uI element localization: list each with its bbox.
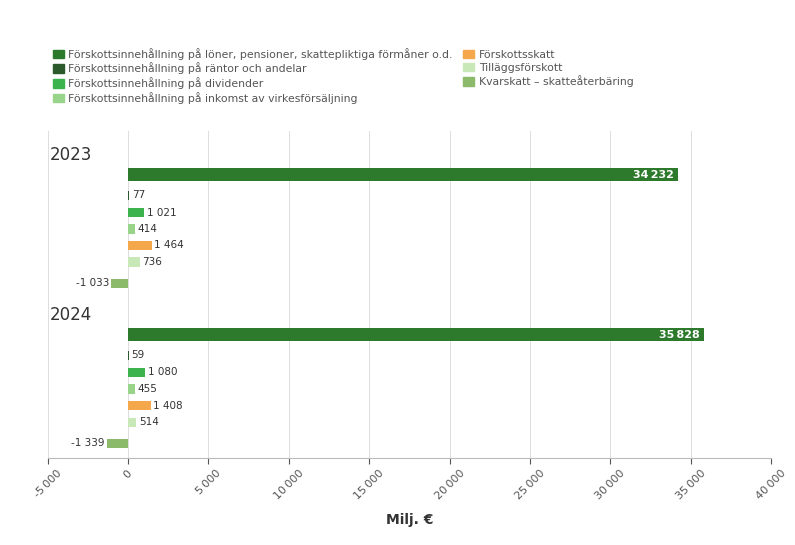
Text: 1 408: 1 408 bbox=[153, 401, 183, 410]
Bar bbox=[111, 278, 128, 288]
Text: 1 021: 1 021 bbox=[147, 208, 176, 217]
Bar bbox=[128, 208, 145, 217]
Bar bbox=[128, 350, 129, 360]
Text: 77: 77 bbox=[132, 190, 145, 201]
Bar bbox=[128, 224, 134, 234]
Text: 1 464: 1 464 bbox=[154, 240, 184, 251]
Bar bbox=[128, 401, 151, 410]
Bar bbox=[128, 384, 135, 393]
X-axis label: Milj. €: Milj. € bbox=[386, 513, 433, 527]
Text: 455: 455 bbox=[138, 384, 157, 394]
Text: 2023: 2023 bbox=[49, 146, 91, 164]
Bar bbox=[128, 257, 140, 267]
Legend: Förskottsinnehållning på löner, pensioner, skattepliktiga förmåner o.d., Förskot: Förskottsinnehållning på löner, pensione… bbox=[53, 48, 634, 104]
Text: 34 232: 34 232 bbox=[633, 169, 673, 180]
Text: 1 080: 1 080 bbox=[148, 367, 177, 377]
Text: 414: 414 bbox=[138, 224, 157, 234]
Text: 35 828: 35 828 bbox=[658, 330, 700, 340]
Text: 2024: 2024 bbox=[49, 306, 91, 324]
Bar bbox=[107, 439, 128, 448]
Bar bbox=[128, 328, 704, 341]
Bar bbox=[128, 368, 145, 377]
Bar bbox=[128, 168, 678, 181]
Text: 59: 59 bbox=[131, 350, 145, 360]
Text: 736: 736 bbox=[142, 257, 162, 267]
Bar bbox=[128, 241, 152, 250]
Bar bbox=[128, 191, 130, 200]
Text: -1 339: -1 339 bbox=[71, 438, 104, 448]
Text: 514: 514 bbox=[139, 417, 159, 427]
Bar bbox=[128, 417, 137, 427]
Text: -1 033: -1 033 bbox=[76, 278, 109, 288]
